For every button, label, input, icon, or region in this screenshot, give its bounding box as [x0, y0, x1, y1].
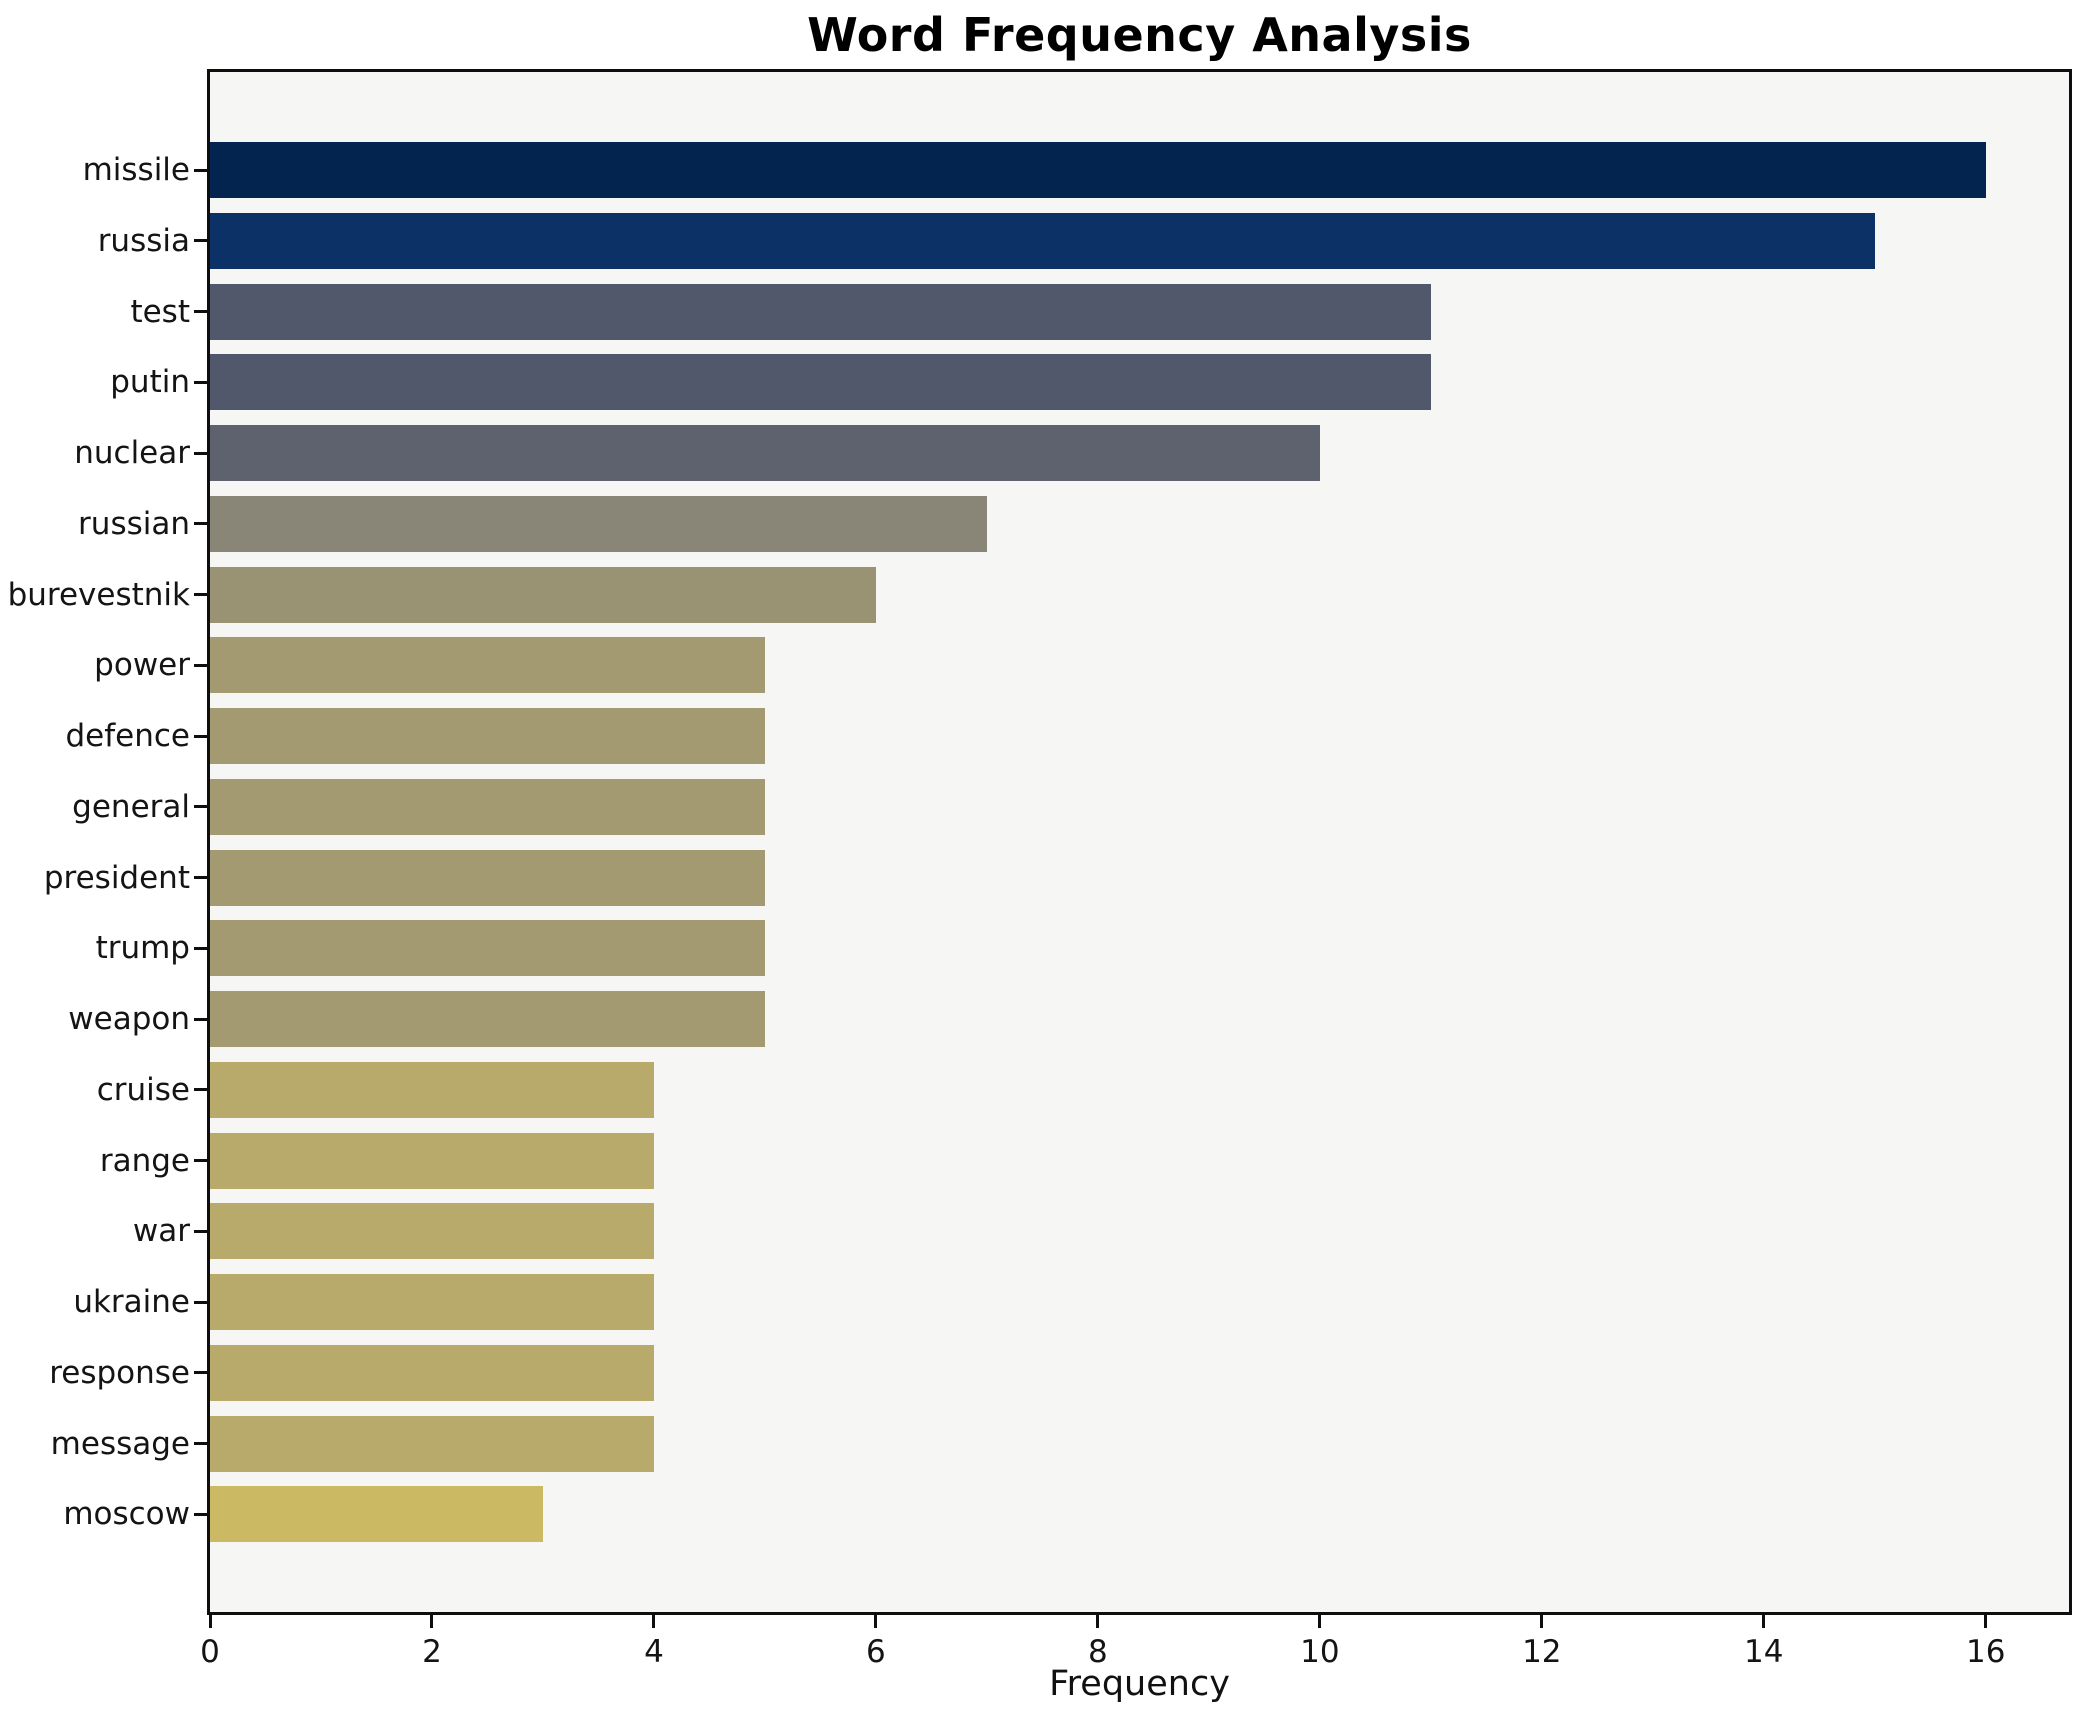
bar-message: [210, 1415, 654, 1472]
bar-russia: [210, 212, 1875, 269]
bar-range: [210, 1132, 654, 1189]
y-tick-label-general: general: [72, 788, 190, 825]
bar-president: [210, 849, 765, 906]
x-tick-mark: [1096, 1615, 1100, 1628]
bar-general: [210, 778, 765, 835]
x-tick-label-10: 10: [1300, 1634, 1340, 1670]
bar-moscow: [210, 1486, 543, 1543]
x-tick-label-16: 16: [1966, 1634, 2006, 1670]
x-tick-mark: [1318, 1615, 1322, 1628]
bar-test: [210, 283, 1431, 340]
plot-area: [207, 69, 2072, 1615]
x-axis-label: Frequency: [1049, 1664, 1230, 1704]
y-tick-label-defence: defence: [65, 718, 191, 754]
y-tick-mark: [194, 451, 207, 455]
x-tick-label-6: 6: [866, 1634, 886, 1670]
x-tick-mark: [208, 1615, 212, 1628]
bar-response: [210, 1344, 654, 1401]
bar-defence: [210, 708, 765, 764]
bar-putin: [210, 354, 1431, 411]
y-tick-label-cruise: cruise: [96, 1071, 190, 1108]
x-tick-mark: [652, 1615, 656, 1628]
y-tick-mark: [194, 1159, 207, 1162]
bar-burevestnik: [210, 566, 876, 623]
y-tick-label-power: power: [94, 647, 190, 684]
bar-power: [210, 637, 765, 694]
x-tick-mark: [874, 1615, 878, 1628]
y-tick-mark: [194, 734, 207, 738]
y-tick-mark: [194, 380, 207, 384]
y-tick-mark: [194, 1371, 207, 1375]
y-tick-label-test: test: [130, 293, 190, 330]
y-tick-mark: [194, 1300, 207, 1304]
y-tick-mark: [194, 805, 207, 809]
y-tick-label-burevestnik: burevestnik: [7, 576, 190, 613]
x-tick-mark: [430, 1615, 434, 1628]
y-tick-mark: [194, 1512, 207, 1516]
y-tick-label-nuclear: nuclear: [74, 435, 190, 471]
y-tick-mark: [194, 593, 207, 596]
y-tick-mark: [194, 1442, 207, 1445]
y-tick-label-russian: russian: [78, 505, 190, 542]
y-tick-mark: [194, 1017, 207, 1021]
y-tick-label-russia: russia: [97, 222, 190, 259]
x-tick-label-8: 8: [1088, 1634, 1108, 1670]
y-tick-label-moscow: moscow: [63, 1496, 190, 1533]
bar-war: [210, 1203, 654, 1260]
y-tick-label-ukraine: ukraine: [73, 1284, 190, 1320]
y-tick-mark: [194, 310, 207, 313]
y-tick-label-trump: trump: [95, 930, 190, 967]
bar-cruise: [210, 1061, 654, 1118]
y-tick-mark: [194, 168, 207, 172]
x-tick-label-2: 2: [422, 1634, 442, 1670]
bar-ukraine: [210, 1274, 654, 1330]
y-tick-label-putin: putin: [110, 364, 190, 401]
chart-title: Word Frequency Analysis: [807, 8, 1472, 62]
y-tick-mark: [194, 239, 207, 243]
y-tick-label-message: message: [50, 1425, 190, 1462]
bar-weapon: [210, 991, 765, 1047]
x-tick-label-0: 0: [200, 1634, 220, 1670]
y-tick-label-war: war: [132, 1213, 190, 1250]
y-tick-label-weapon: weapon: [68, 1001, 190, 1037]
x-tick-label-4: 4: [644, 1634, 664, 1670]
y-tick-mark: [194, 876, 207, 879]
y-tick-label-response: response: [49, 1354, 190, 1391]
bar-nuclear: [210, 425, 1320, 481]
x-tick-mark: [1540, 1615, 1544, 1628]
y-tick-label-range: range: [99, 1142, 190, 1179]
x-tick-mark: [1984, 1615, 1988, 1628]
bar-russian: [210, 495, 987, 552]
x-tick-label-12: 12: [1522, 1634, 1562, 1670]
y-tick-mark: [194, 663, 207, 667]
y-tick-mark: [194, 1088, 207, 1092]
bar-trump: [210, 920, 765, 977]
bar-missile: [210, 142, 1986, 198]
x-tick-label-14: 14: [1744, 1634, 1784, 1670]
y-tick-label-president: president: [43, 859, 190, 896]
y-tick-mark: [194, 946, 207, 950]
y-tick-mark: [194, 1229, 207, 1233]
x-tick-mark: [1762, 1615, 1766, 1628]
y-tick-mark: [194, 522, 207, 526]
y-tick-label-missile: missile: [82, 152, 190, 188]
